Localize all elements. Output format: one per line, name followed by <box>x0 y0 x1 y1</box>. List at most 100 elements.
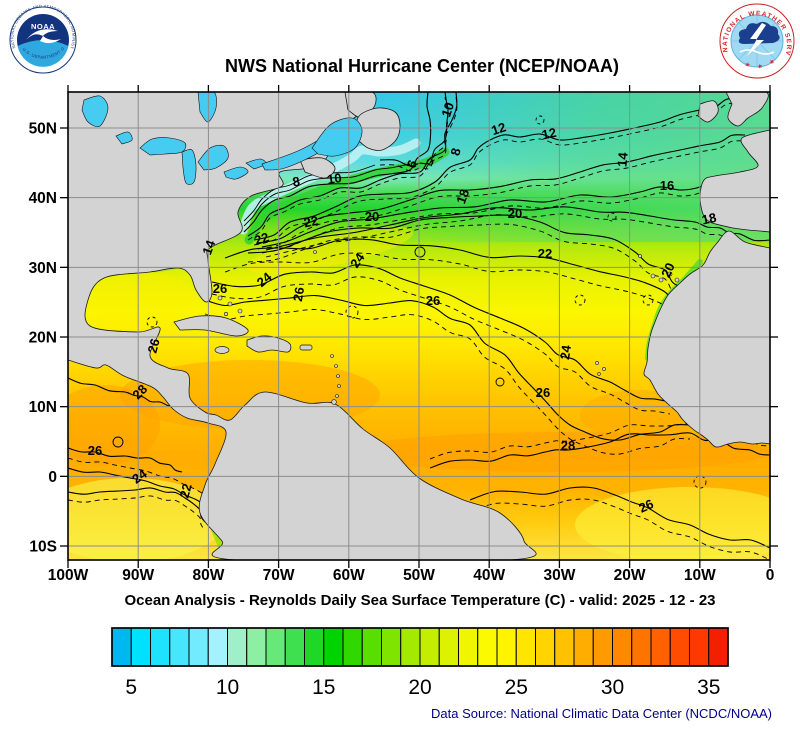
nova-scotia <box>299 157 336 179</box>
contour-line-dashed <box>247 95 458 241</box>
contour-label: 22 <box>252 229 270 248</box>
small-island <box>667 271 673 277</box>
noaa-gull-icon <box>26 29 58 40</box>
contour-label: 22 <box>177 482 195 500</box>
eddy-contour <box>607 212 617 222</box>
colorbar-segment <box>458 627 479 667</box>
y-axis-label: 10S <box>29 539 57 556</box>
contour-label: 12 <box>540 125 557 143</box>
colorbar-tick-label: 20 <box>408 676 431 699</box>
y-axis-label: 40N <box>29 190 57 207</box>
contour-label: 22 <box>302 213 319 231</box>
y-axis-label: 20N <box>29 330 57 347</box>
contour-line <box>68 377 176 409</box>
colorbar-segment <box>496 627 517 667</box>
americas-landmass <box>68 92 537 560</box>
contour-line <box>211 264 671 403</box>
colorbar-segment <box>227 627 248 667</box>
eddy-contour <box>414 246 426 258</box>
temperature-colorbar: 5 10 15 20 25 30 35 <box>111 627 729 699</box>
colorbar-segment <box>515 627 536 667</box>
small-island <box>224 311 229 316</box>
small-island <box>334 364 338 368</box>
contour-line <box>247 92 458 237</box>
contour-line-dashed <box>68 457 206 496</box>
axis-labels: 100W 90W 80W 70W 60W 50W 40W 30W 20W 10W 0 50N 40N 30… <box>29 121 775 585</box>
map-interior <box>68 92 770 560</box>
sst-patch <box>350 432 770 472</box>
contour-line <box>243 163 411 227</box>
contour-label: 14 <box>614 151 630 167</box>
colorbar-tick-label: 25 <box>505 676 528 699</box>
contour-line <box>68 447 183 473</box>
small-island <box>595 361 599 365</box>
small-island <box>638 254 642 258</box>
contour-line-dashed <box>261 188 711 254</box>
y-axis-label: 0 <box>48 469 57 486</box>
x-axis-label: 90W <box>122 567 154 584</box>
contour-label: 24 <box>557 343 574 360</box>
nws-lightning-icon <box>747 23 766 56</box>
lake-superior <box>139 137 187 156</box>
colorbar-segment <box>592 627 613 667</box>
axis-ticks <box>60 85 778 568</box>
x-axis-label: 20W <box>614 567 646 584</box>
small-island <box>237 308 243 314</box>
sst-patch <box>575 487 770 560</box>
james-bay <box>197 92 217 123</box>
lake-ontario <box>245 158 267 170</box>
eddy-contour <box>426 158 434 166</box>
x-axis-label: 100W <box>48 567 89 584</box>
data-source-credit: Data Source: National Climatic Data Cent… <box>431 706 772 721</box>
lat-lon-gridlines <box>68 92 770 560</box>
colorbar-segment <box>361 627 382 667</box>
colorbar-segment <box>708 627 729 667</box>
small-island <box>597 372 601 376</box>
contour-line <box>429 432 770 469</box>
colorbar-segment <box>169 627 190 667</box>
colorbar-segment <box>400 627 421 667</box>
contour-line <box>247 214 696 306</box>
x-axis-label: 40W <box>473 567 505 584</box>
sst-patch <box>85 272 195 328</box>
contour-label: 18 <box>700 210 717 228</box>
contour-line-dashed <box>68 495 206 531</box>
land-masses <box>68 92 770 560</box>
colorbar-segment <box>554 627 575 667</box>
x-axis-label: 70W <box>263 567 295 584</box>
contour-label: 26 <box>426 293 440 308</box>
colorbar-segment <box>419 627 440 667</box>
x-axis-label: 0 <box>766 567 775 584</box>
contour-label: 28 <box>561 438 575 453</box>
contour-label: 20 <box>508 206 522 221</box>
jamaica-island <box>214 346 230 354</box>
contour-label: 20 <box>365 209 379 224</box>
contour-label: 8 <box>291 174 301 190</box>
colorbar-segment <box>284 627 305 667</box>
colorbar-segment <box>246 627 267 667</box>
ireland-island <box>697 100 719 123</box>
contour-line-dashed <box>469 498 770 560</box>
contour-label: 22 <box>538 246 552 261</box>
contour-label: 10 <box>326 170 342 187</box>
colorbar-tick-label: 35 <box>697 676 720 699</box>
contour-line <box>257 134 746 244</box>
puerto-rico-island <box>299 344 313 351</box>
colorbar-tick-label: 30 <box>601 676 624 699</box>
svg-text:NATIONAL WEATHER SERVICE: NATIONAL WEATHER SERVICE <box>0 0 792 57</box>
colorbar-segment <box>323 627 344 667</box>
cuba-island <box>173 315 249 337</box>
hispaniola-island <box>246 335 292 353</box>
contour-label: 10 <box>438 100 457 118</box>
contour-line <box>68 467 206 506</box>
contour-line-dashed <box>379 96 449 172</box>
small-island <box>217 295 223 301</box>
contour-line <box>469 486 770 549</box>
eddy-contour <box>535 115 545 125</box>
nws-logo: NATIONAL WEATHER SERVICE ★ ★ ★ <box>0 0 795 79</box>
small-island <box>650 273 656 279</box>
x-axis-label: 60W <box>333 567 365 584</box>
colorbar-segment <box>573 627 594 667</box>
